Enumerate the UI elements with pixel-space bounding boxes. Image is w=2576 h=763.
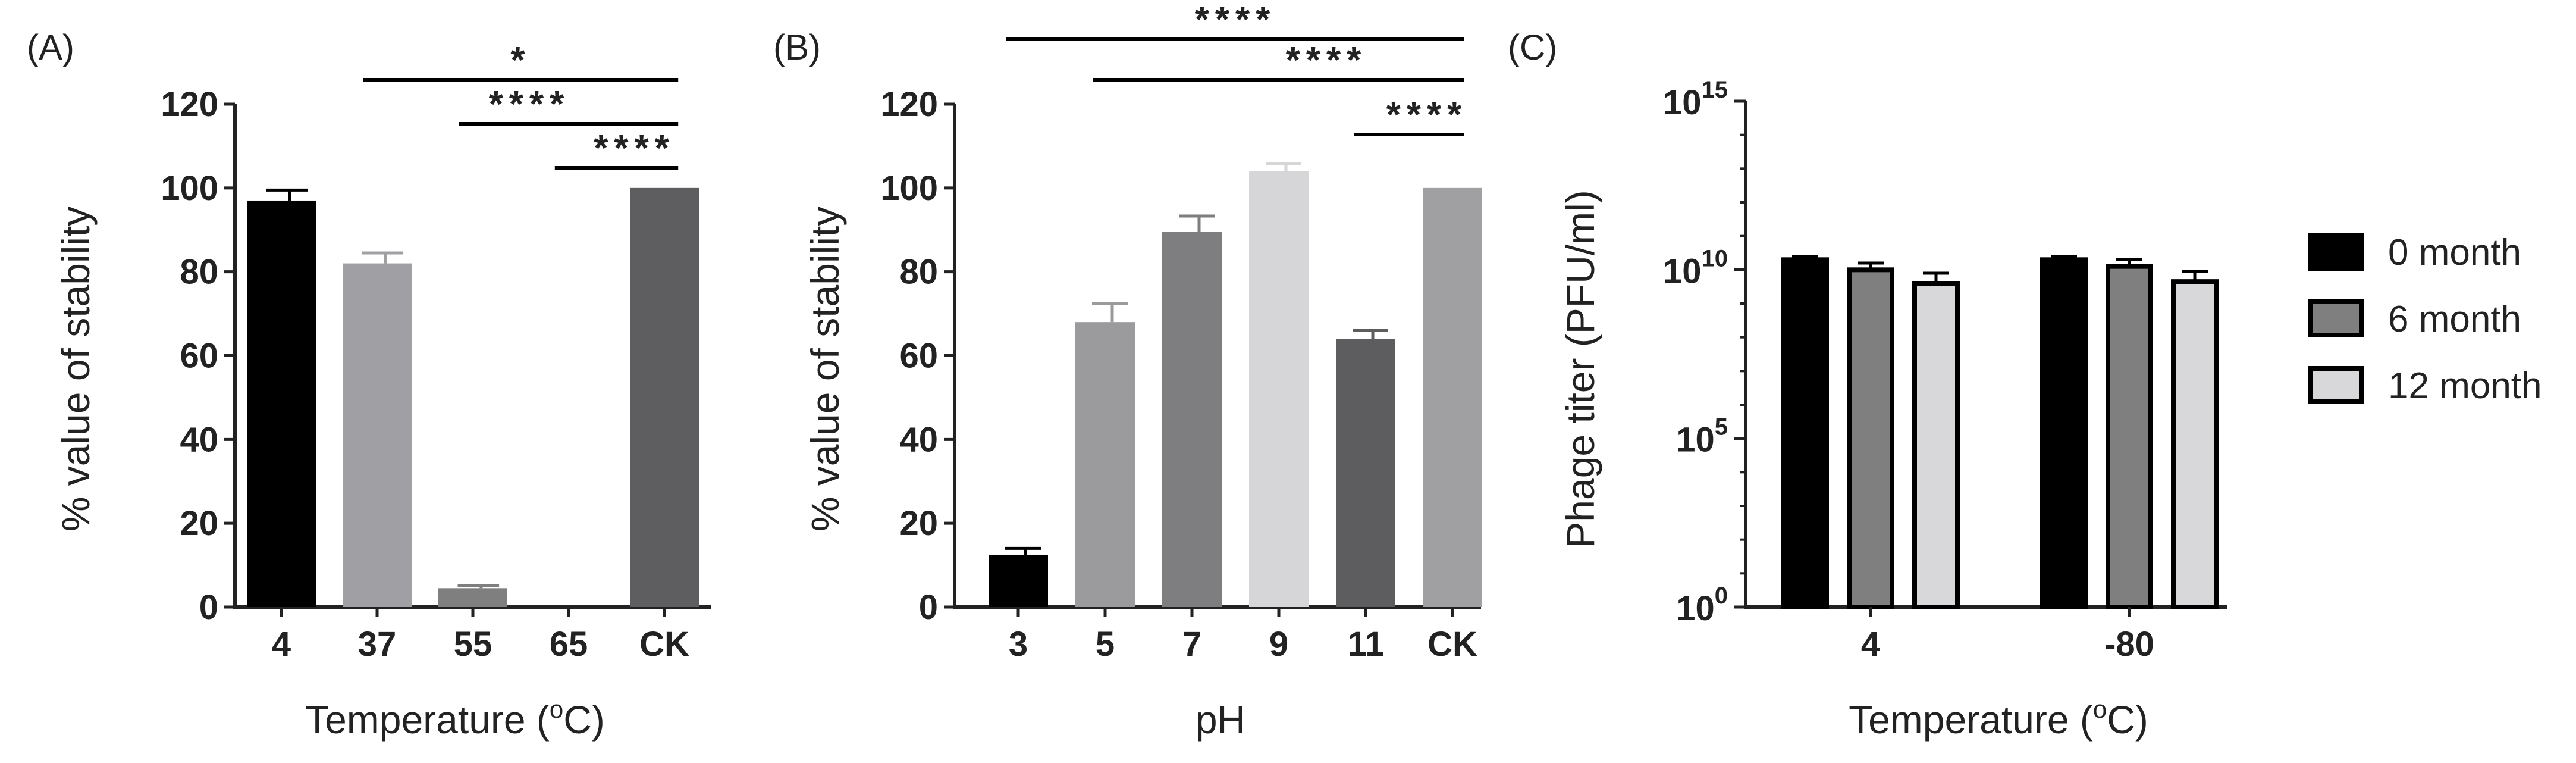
panel-c-label: (C)	[1508, 27, 1557, 67]
panel-b-x-tick-label: 7	[1182, 625, 1201, 664]
panel-b-y-tick-label: 100	[880, 169, 938, 208]
panel-b-y-tick-label: 80	[899, 253, 938, 292]
panel-c-bar	[1912, 281, 1960, 609]
panel-b-y-tick-label: 20	[899, 504, 938, 543]
panel-a-significance-label: ****	[489, 84, 570, 125]
panel-a-y-tick-label: 60	[180, 337, 218, 376]
panel-b-significance-label: ****	[1386, 95, 1468, 136]
panel-b-y-tick-label: 60	[899, 337, 938, 376]
panel-a-y-tick-label: 100	[161, 169, 218, 208]
panel-a-bar-CK	[630, 187, 699, 607]
panel-b-significance-label: ****	[1286, 40, 1367, 81]
panel-c-axes: 100 105 1010 1015 4 -80	[1663, 77, 2227, 664]
panel-c-x-tick-label: 4	[1861, 625, 1880, 664]
panel-b-x-tick-label: 5	[1096, 625, 1115, 664]
panel-a-x-tick-label: 65	[550, 625, 588, 664]
panel-b-bar-CK	[1423, 187, 1482, 607]
panel-c-y-tick-label: 105	[1676, 414, 1728, 459]
legend-label: 6 month	[2388, 299, 2521, 340]
panel-c: (C) Phage titer (PFU/ml) 100 105 1010 1015 4…	[1508, 27, 2542, 742]
panel-c-bar	[1781, 257, 1829, 610]
panel-b-x-tick-label: 3	[1009, 625, 1028, 664]
panel-a-x-tick-label: 4	[272, 625, 291, 664]
panel-a-significance-label: ****	[594, 128, 675, 169]
panel-b-significance-label: ****	[1195, 0, 1276, 40]
panel-a-y-tick-label: 80	[180, 253, 218, 292]
legend-swatch	[2308, 299, 2364, 337]
panel-b: (B) % value of stability 0 20 40 60 80 100 120…	[773, 0, 1482, 742]
panel-a-bar-4	[247, 200, 316, 607]
panel-b-y-tick-label: 40	[899, 420, 938, 459]
legend-swatch	[2308, 233, 2364, 271]
panel-b-x-tick-label: 9	[1269, 625, 1288, 664]
panel-a-significance-label: *	[510, 40, 531, 81]
panel-a-y-tick-label: 120	[161, 85, 218, 124]
panel-a-xlabel: Temperature (oC)	[305, 695, 605, 742]
panel-a-y-tick-label: 40	[180, 420, 218, 459]
panel-a-ylabel: % value of stability	[54, 207, 98, 532]
legend-label: 12 month	[2388, 365, 2542, 406]
panel-b-bar-7	[1162, 232, 1222, 607]
panel-a-y-tick-label: 0	[199, 588, 218, 627]
panel-c-y-tick-label: 1015	[1663, 77, 1728, 122]
panel-c-xlabel: Temperature (oC)	[1849, 695, 2148, 742]
legend-label: 0 month	[2388, 232, 2521, 273]
panel-c-legend: 0 month 6 month 12 month	[2308, 232, 2542, 406]
panel-c-y-tick-label: 1010	[1663, 245, 1728, 290]
legend-swatch	[2308, 366, 2364, 404]
panel-c-bar	[2106, 264, 2153, 609]
panel-b-ylabel: % value of stability	[803, 207, 847, 532]
panel-b-y-tick-label: 120	[880, 85, 938, 124]
panel-a-x-tick-label: 37	[358, 625, 397, 664]
panel-b-y-tick-label: 0	[919, 588, 938, 627]
panel-b-bar-11	[1336, 339, 1395, 607]
panel-b-x-tick-label: CK	[1427, 625, 1477, 664]
panel-a-bar-37	[343, 263, 412, 607]
panel-a-bar-55	[438, 588, 507, 607]
panel-b-bar-9	[1249, 171, 1309, 608]
panel-c-ylabel: Phage titer (PFU/ml)	[1558, 190, 1602, 548]
panel-b-label: (B)	[773, 27, 821, 67]
panel-a-label: (A)	[27, 27, 74, 67]
panel-a-x-tick-label: CK	[639, 625, 689, 664]
panel-c-x-tick-label: -80	[2104, 625, 2154, 664]
panel-a-x-tick-label: 55	[454, 625, 492, 664]
panel-b-xlabel: pH	[1196, 698, 1245, 742]
panel-c-y-tick-label: 100	[1676, 583, 1728, 628]
panel-a-y-tick-label: 20	[180, 504, 218, 543]
panel-b-bar-3	[989, 554, 1048, 607]
panel-c-bar	[2171, 279, 2219, 609]
panel-b-bar-5	[1075, 322, 1135, 607]
panel-b-x-tick-label: 11	[1347, 625, 1383, 664]
panel-c-bar	[1847, 267, 1894, 610]
panel-c-bar	[2040, 257, 2088, 610]
panel-a: (A) % value of stability 0 20 40 60 80 100 120…	[27, 27, 711, 742]
